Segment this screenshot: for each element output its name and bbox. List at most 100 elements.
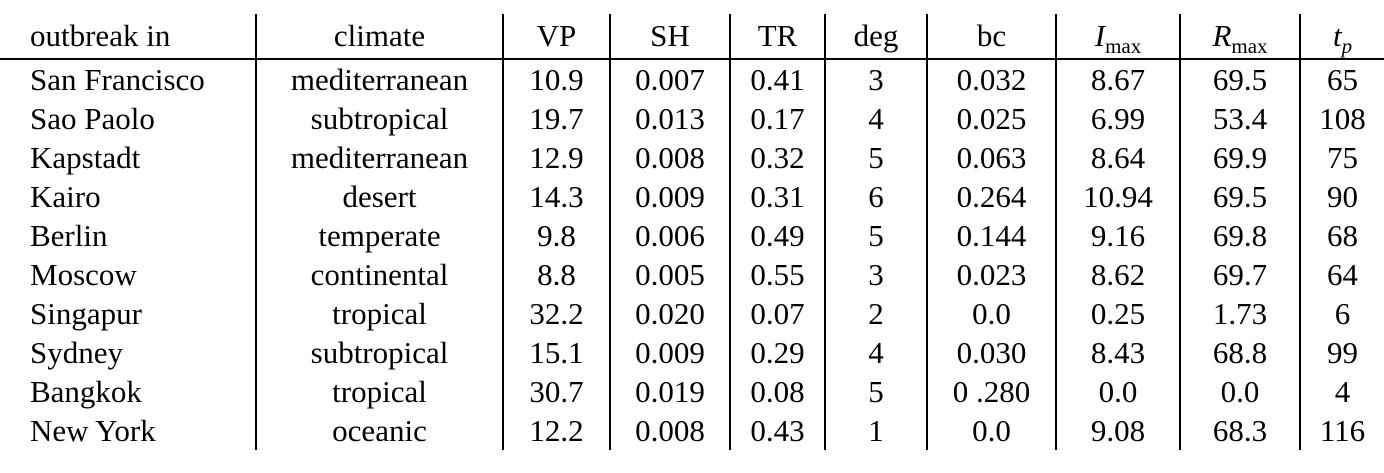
- col-header-label: deg: [853, 18, 899, 53]
- cell-outbreak-in: San Francisco: [30, 62, 205, 97]
- col-header-label: I: [1094, 18, 1106, 53]
- cell-i-max: 8.64: [1055, 138, 1180, 177]
- cell-climate: tropical: [255, 294, 503, 333]
- header-row: outbreak in climate VP SH TR deg bc Imax…: [0, 14, 1384, 60]
- table-row: Kapstadt mediterranean 12.9 0.008 0.32 5…: [0, 138, 1384, 177]
- col-header-label: bc: [976, 18, 1007, 53]
- cell-sh: 0.005: [609, 255, 730, 294]
- col-header-subscript: max: [1105, 34, 1142, 59]
- cell-t-p: 108: [1299, 99, 1384, 138]
- cell-i-max: 0.0: [1055, 372, 1180, 411]
- cell-vp: 9.8: [502, 216, 610, 255]
- col-header-label: TR: [757, 18, 798, 53]
- cell-sh: 0.007: [609, 59, 730, 99]
- cell-deg: 5: [824, 372, 927, 411]
- cell-vp: 30.7: [502, 372, 610, 411]
- cell-climate: subtropical: [255, 99, 503, 138]
- cell-vp: 15.1: [502, 333, 610, 372]
- cell-sh: 0.020: [609, 294, 730, 333]
- cell-tr: 0.08: [729, 372, 825, 411]
- cell-bc: 0.0: [926, 411, 1056, 450]
- cell-r-max: 69.5: [1179, 177, 1300, 216]
- col-header-label: R: [1212, 18, 1232, 53]
- table-row: Moscow continental 8.8 0.005 0.55 3 0.02…: [0, 255, 1384, 294]
- cell-sh: 0.008: [609, 138, 730, 177]
- cell-deg: 4: [824, 99, 927, 138]
- cell-deg: 3: [824, 59, 927, 99]
- table-row: Sao Paolo subtropical 19.7 0.013 0.17 4 …: [0, 99, 1384, 138]
- cell-climate: desert: [255, 177, 503, 216]
- cell-bc: 0.032: [926, 59, 1056, 99]
- cell-r-max: 68.8: [1179, 333, 1300, 372]
- col-header-bc: bc: [926, 14, 1056, 60]
- cell-climate: temperate: [255, 216, 503, 255]
- table-row: Singapur tropical 32.2 0.020 0.07 2 0.0 …: [0, 294, 1384, 333]
- col-header-deg: deg: [824, 14, 927, 60]
- cell-deg: 6: [824, 177, 927, 216]
- table-row: San Francisco mediterranean 10.9 0.007 0…: [0, 59, 1384, 99]
- cell-bc: 0.144: [926, 216, 1056, 255]
- table-row: Sydney subtropical 15.1 0.009 0.29 4 0.0…: [0, 333, 1384, 372]
- cell-i-max: 0.25: [1055, 294, 1180, 333]
- table-body: San Francisco mediterranean 10.9 0.007 0…: [0, 59, 1384, 450]
- col-header-label: SH: [650, 18, 690, 53]
- cell-t-p: 6: [1299, 294, 1384, 333]
- cell-bc: 0 .280: [926, 372, 1056, 411]
- cell-deg: 2: [824, 294, 927, 333]
- col-header-subscript: max: [1231, 34, 1268, 59]
- table-row: New York oceanic 12.2 0.008 0.43 1 0.0 9…: [0, 411, 1384, 450]
- col-header-i-max: Imax: [1055, 14, 1180, 60]
- cell-r-max: 68.3: [1179, 411, 1300, 450]
- col-header-r-max: Rmax: [1179, 14, 1300, 60]
- cell-vp: 12.9: [502, 138, 610, 177]
- cell-vp: 8.8: [502, 255, 610, 294]
- cell-outbreak-in: Singapur: [30, 296, 142, 331]
- cell-outbreak-in: Bangkok: [30, 374, 142, 409]
- cell-r-max: 69.7: [1179, 255, 1300, 294]
- col-header-label: outbreak in: [30, 18, 171, 53]
- cell-bc: 0.264: [926, 177, 1056, 216]
- cell-vp: 14.3: [502, 177, 610, 216]
- col-header-climate: climate: [255, 14, 503, 60]
- col-header-subscript: p: [1341, 34, 1353, 59]
- cell-sh: 0.019: [609, 372, 730, 411]
- cell-deg: 3: [824, 255, 927, 294]
- col-header-vp: VP: [502, 14, 610, 60]
- cell-sh: 0.009: [609, 177, 730, 216]
- cell-climate: subtropical: [255, 333, 503, 372]
- cell-vp: 19.7: [502, 99, 610, 138]
- cell-r-max: 53.4: [1179, 99, 1300, 138]
- outbreak-climate-table: outbreak in climate VP SH TR deg bc Imax…: [0, 14, 1384, 450]
- cell-r-max: 0.0: [1179, 372, 1300, 411]
- table-row: Bangkok tropical 30.7 0.019 0.08 5 0 .28…: [0, 372, 1384, 411]
- cell-t-p: 68: [1299, 216, 1384, 255]
- cell-tr: 0.31: [729, 177, 825, 216]
- cell-t-p: 75: [1299, 138, 1384, 177]
- cell-outbreak-in: Berlin: [30, 218, 108, 253]
- cell-tr: 0.29: [729, 333, 825, 372]
- cell-bc: 0.0: [926, 294, 1056, 333]
- cell-climate: mediterranean: [255, 138, 503, 177]
- cell-vp: 32.2: [502, 294, 610, 333]
- table-row: Kairo desert 14.3 0.009 0.31 6 0.264 10.…: [0, 177, 1384, 216]
- cell-tr: 0.43: [729, 411, 825, 450]
- cell-t-p: 64: [1299, 255, 1384, 294]
- col-header-tr: TR: [729, 14, 825, 60]
- cell-i-max: 8.67: [1055, 59, 1180, 99]
- cell-outbreak-in: Sydney: [30, 335, 123, 370]
- cell-i-max: 8.43: [1055, 333, 1180, 372]
- cell-sh: 0.008: [609, 411, 730, 450]
- cell-i-max: 10.94: [1055, 177, 1180, 216]
- cell-r-max: 69.8: [1179, 216, 1300, 255]
- col-header-outbreak-in: outbreak in: [0, 14, 256, 60]
- cell-tr: 0.07: [729, 294, 825, 333]
- cell-sh: 0.013: [609, 99, 730, 138]
- cell-outbreak-in: Sao Paolo: [30, 101, 155, 136]
- col-header-sh: SH: [609, 14, 730, 60]
- cell-outbreak-in: New York: [30, 413, 156, 448]
- cell-deg: 1: [824, 411, 927, 450]
- cell-tr: 0.55: [729, 255, 825, 294]
- col-header-label: VP: [536, 18, 577, 53]
- cell-i-max: 9.08: [1055, 411, 1180, 450]
